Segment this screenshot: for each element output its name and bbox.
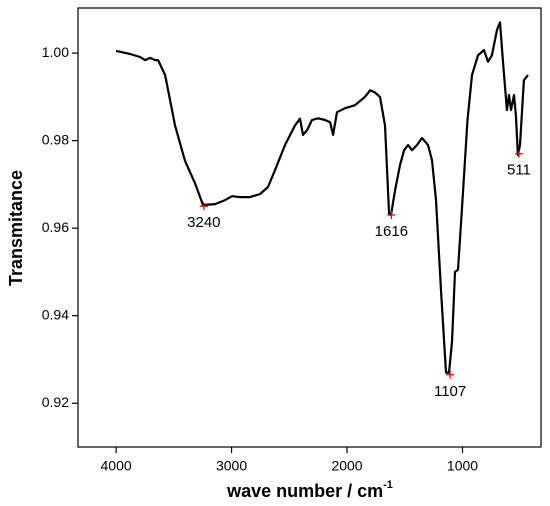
x-tick-label: 1000 xyxy=(447,458,478,474)
y-tick-label: 0.92 xyxy=(42,394,69,410)
x-label-text: wave number / cm xyxy=(226,481,383,501)
x-tick-label: 3000 xyxy=(216,458,247,474)
peak-marker xyxy=(446,370,455,379)
y-tick-label: 0.96 xyxy=(42,219,69,235)
y-tick-label: 1.00 xyxy=(42,44,69,60)
x-tick-label: 4000 xyxy=(101,458,132,474)
peak-marker xyxy=(514,149,523,158)
spectrum-line xyxy=(115,21,529,374)
x-label-sup: -1 xyxy=(383,479,393,491)
peak-label: 511 xyxy=(507,162,531,179)
y-tick-label: 0.98 xyxy=(42,131,69,147)
x-axis-label: wave number / cm-1 xyxy=(226,479,393,501)
peak-label: 1107 xyxy=(434,383,466,400)
x-tick-label: 2000 xyxy=(331,458,362,474)
y-axis-label: Transmitance xyxy=(6,170,26,286)
y-tick-label: 0.94 xyxy=(42,306,69,322)
peak-marker xyxy=(387,211,396,220)
peak-marker xyxy=(199,202,208,211)
peak-label: 1616 xyxy=(375,223,408,240)
plot-frame xyxy=(77,7,542,448)
peak-label: 3240 xyxy=(187,214,220,231)
